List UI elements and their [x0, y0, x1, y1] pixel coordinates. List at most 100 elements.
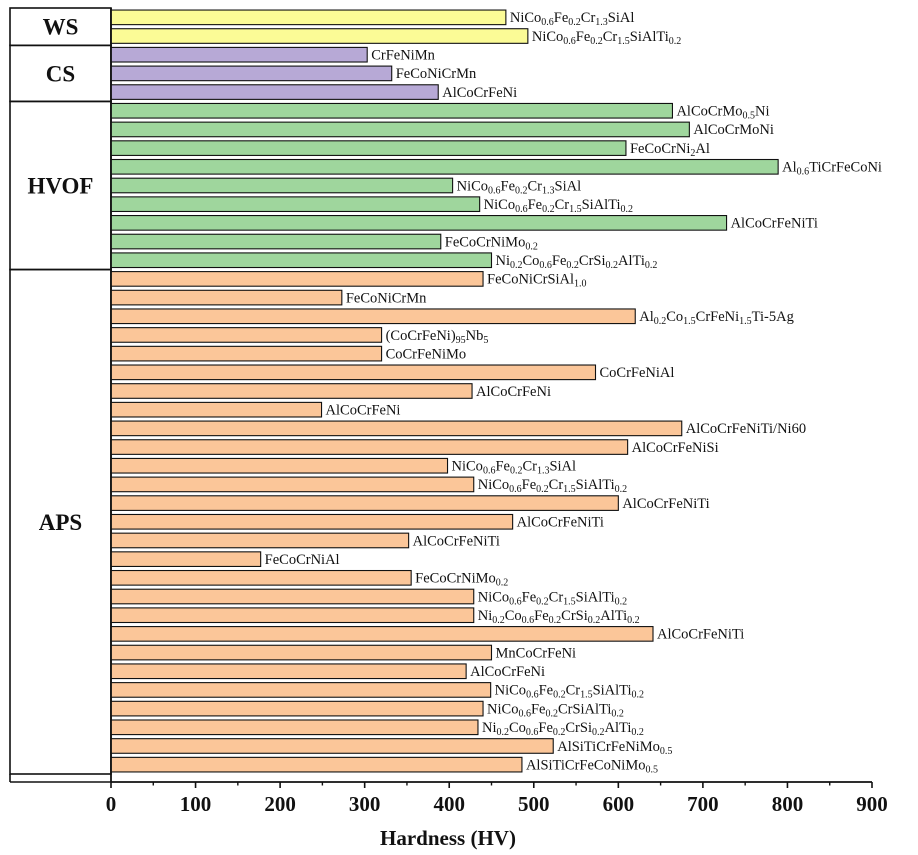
bar-aps-8	[110, 401, 323, 418]
bar-aps-18	[110, 588, 475, 605]
bar-aps-11	[110, 457, 449, 474]
x-tick-label: 100	[180, 792, 212, 816]
bar-label-aps-9: AlCoCrFeNiTi/Ni60	[686, 421, 806, 437]
bar-aps-13	[110, 495, 619, 511]
bar-label-aps-22: AlCoCrFeNi	[470, 664, 545, 680]
bar-label-cs-3: AlCoCrFeNi	[442, 85, 517, 101]
bar-label-aps-15: AlCoCrFeNiTi	[413, 533, 500, 549]
bar-aps-3	[110, 308, 636, 325]
bar-aps-15	[110, 532, 410, 549]
bar-label-aps-4: (CoCrFeNi)95​Nb5​	[386, 328, 489, 346]
bar-label-hvof-2: AlCoCrMoNi	[693, 122, 774, 138]
bar-ws-2	[110, 28, 529, 44]
bar-label-aps-12: NiCo0.6​Fe0.2​Cr1.5​SiAlTi0.2​	[478, 477, 627, 495]
bar-label-aps-25: Ni0.2​Co0.6​Fe0.2​CrSi0.2​AlTi0.2​	[482, 720, 644, 738]
x-tick-label: 700	[687, 792, 719, 816]
x-tick-label: 500	[518, 792, 550, 816]
bar-hvof-8	[110, 233, 442, 250]
bar-label-aps-21: MnCoCrFeNi	[496, 645, 577, 661]
bar-aps-21	[110, 644, 493, 661]
bar-label-aps-2: FeCoNiCrMn	[346, 290, 427, 306]
bar-label-aps-20: AlCoCrFeNiTi	[657, 627, 744, 643]
x-tick-label: 800	[772, 792, 804, 816]
group-label-cs: CS	[46, 61, 75, 86]
bar-aps-9	[110, 420, 683, 437]
bar-hvof-6	[110, 196, 481, 213]
bar-label-hvof-9: Ni0.2​Co0.6​Fe0.2​CrSi0.2​AlTi0.2​	[496, 253, 658, 271]
bar-label-hvof-1: AlCoCrMo0.5​Ni	[676, 104, 769, 122]
bar-label-aps-7: AlCoCrFeNi	[476, 384, 551, 400]
bar-aps-6	[110, 364, 597, 381]
bar-label-aps-27: AlSiTiCrFeCoNiMo0.5​	[526, 757, 658, 775]
group-label-aps: APS	[39, 510, 82, 535]
bar-aps-14	[110, 513, 514, 530]
bar-hvof-4	[110, 158, 779, 175]
bar-aps-10	[110, 439, 629, 455]
bar-label-aps-19: Ni0.2​Co0.6​Fe0.2​CrSi0.2​AlTi0.2​	[478, 608, 640, 626]
group-label-panel: WS CS HVOF APS	[9, 7, 112, 783]
bar-cs-2	[110, 65, 393, 82]
bar-aps-12	[110, 476, 475, 493]
bar-label-hvof-3: FeCoCrNi2​Al	[630, 141, 710, 159]
bar-label-cs-2: FeCoNiCrMn	[396, 66, 477, 82]
bar-hvof-5	[110, 177, 454, 194]
group-label-ws: WS	[43, 15, 79, 40]
bar-hvof-9	[110, 252, 493, 269]
bar-label-cs-1: CrFeNiMn	[371, 48, 435, 64]
x-tick-label: 200	[264, 792, 296, 816]
bar-aps-25	[110, 719, 479, 736]
bar-label-aps-23: NiCo0.6​Fe0.2​Cr1.5​SiAlTi0.2​	[495, 683, 644, 701]
bar-label-aps-17: FeCoCrNiMo0.2​	[415, 571, 508, 589]
bar-label-ws-1: NiCo0.6​Fe0.2​Cr1.3​SiAl	[510, 10, 635, 28]
x-tick-label: 300	[349, 792, 381, 816]
x-tick-label: 900	[856, 792, 888, 816]
bar-aps-4	[110, 327, 383, 343]
bar-aps-2	[110, 289, 343, 306]
bar-aps-23	[110, 682, 492, 698]
bar-label-aps-18: NiCo0.6​Fe0.2​Cr1.5​SiAlTi0.2​	[478, 589, 627, 607]
x-tick-label: 400	[433, 792, 465, 816]
bar-aps-1	[110, 271, 484, 287]
x-tick-label: 600	[603, 792, 635, 816]
bar-label-aps-24: NiCo0.6​Fe0.2​CrSiAlTi0.2​	[487, 701, 624, 719]
bar-aps-17	[110, 569, 412, 586]
bar-aps-7	[110, 383, 473, 399]
bar-aps-5	[110, 345, 383, 362]
bar-label-aps-5: CoCrFeNiMo	[386, 346, 467, 362]
group-label-hvof: HVOF	[28, 173, 94, 198]
bar-label-aps-8: AlCoCrFeNi	[326, 402, 401, 418]
bar-label-aps-3: Al0.2​Co1.5​CrFeNi1.5​Ti-5Ag	[639, 309, 794, 327]
bar-label-hvof-8: FeCoCrNiMo0.2​	[445, 234, 538, 252]
x-axis-title: Hardness (HV)	[380, 826, 516, 850]
bar-hvof-1	[110, 102, 673, 119]
bar-label-hvof-5: NiCo0.6​Fe0.2​Cr1.3​SiAl	[457, 178, 582, 196]
bar-cs-3	[110, 84, 439, 100]
bar-label-aps-14: AlCoCrFeNiTi	[517, 515, 604, 531]
bar-aps-27	[110, 756, 523, 773]
bar-aps-19	[110, 607, 475, 624]
bar-hvof-7	[110, 215, 728, 231]
bars-layer: NiCo0.6​Fe0.2​Cr1.3​SiAlNiCo0.6​Fe0.2​Cr…	[110, 9, 882, 775]
bar-label-hvof-4: Al0.6​TiCrFeCoNi	[782, 160, 882, 178]
bar-label-aps-13: AlCoCrFeNiTi	[622, 496, 709, 512]
bar-label-aps-11: NiCo0.6​Fe0.2​Cr1.3​SiAl	[452, 459, 577, 477]
bar-label-aps-1: FeCoNiCrSiAl1.0​	[487, 272, 587, 290]
bar-aps-26	[110, 738, 554, 754]
bar-aps-24	[110, 700, 484, 717]
bar-label-aps-10: AlCoCrFeNiSi	[632, 440, 719, 456]
bar-label-ws-2: NiCo0.6​Fe0.2​Cr1.5​SiAlTi0.2​	[532, 29, 681, 47]
bar-aps-16	[110, 551, 262, 567]
bar-aps-22	[110, 663, 467, 680]
x-tick-label: 0	[106, 792, 117, 816]
bar-aps-20	[110, 626, 654, 642]
bar-label-aps-26: AlSiTiCrFeNiMo0.5​	[557, 739, 672, 757]
bar-label-aps-16: FeCoCrNiAl	[265, 552, 340, 568]
bar-label-hvof-7: AlCoCrFeNiTi	[731, 216, 818, 232]
bar-cs-1	[110, 46, 368, 63]
bar-hvof-2	[110, 121, 690, 138]
x-axis: 0 100 200 300 400 500 600 700 800 900	[106, 8, 888, 816]
bar-ws-1	[110, 9, 507, 26]
bar-label-hvof-6: NiCo0.6​Fe0.2​Cr1.5​SiAlTi0.2​	[484, 197, 633, 215]
bar-label-aps-6: CoCrFeNiAl	[600, 365, 675, 381]
